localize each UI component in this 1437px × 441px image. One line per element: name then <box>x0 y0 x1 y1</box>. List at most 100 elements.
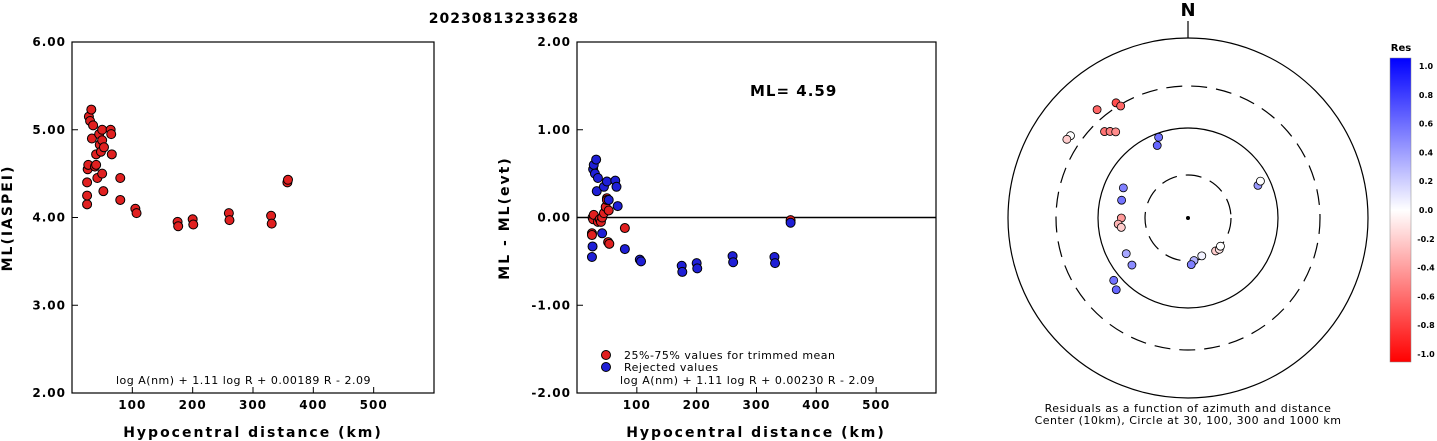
rejected-point <box>770 258 781 269</box>
retained-point <box>604 238 615 249</box>
station-point <box>1092 105 1102 115</box>
rejected-point <box>603 194 614 205</box>
y-tick-label: 1.00 <box>537 123 571 137</box>
colorbar-title: Res <box>1391 43 1411 54</box>
rejected-point <box>692 263 703 274</box>
colorbar-tick-label: -0.8 <box>1417 321 1435 330</box>
y-tick-label: 2.00 <box>32 386 66 400</box>
x-tick-label: 400 <box>802 398 830 412</box>
panel1-formula: log A(nm) + 1.11 log R + 0.00189 R - 2.0… <box>116 374 371 387</box>
ring-300km <box>1055 85 1321 351</box>
station-point <box>1118 183 1128 193</box>
station-point <box>1154 132 1164 142</box>
panel1-points <box>82 104 293 232</box>
data-point <box>98 142 109 153</box>
rejected-point <box>592 173 603 184</box>
data-point <box>86 104 97 115</box>
colorbar-tick-label: -0.4 <box>1417 264 1435 273</box>
panel1-xlabel: Hypocentral distance (km) <box>123 425 383 441</box>
residual-distance-panel: 100 200 300 400 500 -2.00 -1.00 0.00 1.00 2.00 Hy… <box>497 35 937 441</box>
colorbar-tick-label: -0.2 <box>1417 235 1435 244</box>
legend-retained-marker <box>601 350 611 360</box>
y-tick-label: -2.00 <box>531 386 571 400</box>
x-tick-label: 200 <box>683 398 711 412</box>
legend-rejected-label: Rejected values <box>624 361 719 374</box>
y-tick-label: 4.00 <box>32 211 66 225</box>
panel2-formula: log A(nm) + 1.11 log R + 0.00230 R - 2.0… <box>620 374 875 387</box>
y-tick-label: 5.00 <box>32 123 66 137</box>
rejected-point <box>785 217 796 228</box>
data-point <box>86 133 97 144</box>
epicenter-dot <box>1186 216 1190 220</box>
colorbar-tick-label: -1.0 <box>1417 350 1435 359</box>
colorbar-tick-label: -0.6 <box>1417 292 1435 301</box>
station-point <box>1152 141 1162 150</box>
rejected-point <box>611 181 622 192</box>
ring-30km <box>1144 174 1232 262</box>
azimuth-points <box>1062 98 1265 295</box>
azimuth-panel: N Residuals as a function of azimuth and… <box>1007 0 1369 427</box>
rejected-point <box>591 154 602 165</box>
data-point <box>224 215 235 226</box>
station-point <box>1121 249 1131 259</box>
x-tick-label: 500 <box>360 398 388 412</box>
y-tick-label: 6.00 <box>32 35 66 49</box>
data-point <box>282 174 293 185</box>
panel2-axis-ticks: 100 200 300 400 500 -2.00 -1.00 0.00 1.00 2.00 <box>531 35 889 412</box>
rejected-point <box>601 176 612 187</box>
data-point <box>266 218 277 229</box>
rejected-point <box>677 266 688 277</box>
ring-1000km <box>1007 37 1369 399</box>
colorbar-tick-label: 0.4 <box>1419 148 1434 157</box>
colorbar: Res 1.0 0.8 0.6 0.4 0.2 0.0 -0.2 -0.4 -0.6 -0.8 -1… <box>1389 43 1435 363</box>
colorbar-tick-label: 0.2 <box>1419 177 1433 186</box>
rejected-point <box>586 251 597 262</box>
rejected-point <box>728 257 739 268</box>
ml-annotation: ML= 4.59 <box>750 82 837 100</box>
y-tick-label: 3.00 <box>32 298 66 312</box>
x-tick-label: 200 <box>179 398 207 412</box>
data-point <box>82 199 93 210</box>
data-point <box>173 221 184 232</box>
data-point <box>106 129 117 140</box>
colorbar-tick-label: 0.8 <box>1419 91 1434 100</box>
colorbar-ticks: 1.0 0.8 0.6 0.4 0.2 0.0 -0.2 -0.4 -0.6 -0.8 -1.0 <box>1417 62 1435 359</box>
ml-distance-panel: 100 200 300 400 500 2.00 3.00 4.00 5.00 6.00 Hypo… <box>0 35 435 441</box>
panel1-axis-ticks: 100 200 300 400 500 2.00 3.00 4.00 5.00 6.00 <box>32 35 388 412</box>
station-point <box>1116 101 1126 111</box>
data-point <box>82 177 93 188</box>
data-point <box>115 194 126 205</box>
panel1-ylabel: ML(IASPEI) <box>0 165 16 272</box>
rejected-point <box>597 228 608 239</box>
panel1-frame <box>71 41 435 394</box>
data-point <box>82 190 93 201</box>
x-tick-label: 100 <box>118 398 146 412</box>
data-point <box>97 168 108 179</box>
data-point <box>97 124 108 135</box>
colorbar-tick-label: 0.6 <box>1419 120 1434 129</box>
data-point <box>88 120 99 131</box>
station-point <box>1109 275 1119 285</box>
caption-line2: Center (10km), Circle at 30, 100, 300 an… <box>1035 414 1342 427</box>
colorbar-tick-label: 1.0 <box>1419 62 1434 71</box>
x-tick-label: 400 <box>299 398 327 412</box>
colorbar-gradient <box>1389 57 1412 363</box>
data-point <box>131 208 142 219</box>
rejected-point <box>636 256 647 267</box>
station-point <box>1216 241 1225 251</box>
north-label: N <box>1180 0 1195 21</box>
ring-100km <box>1097 127 1279 309</box>
legend: 25%-75% values for trimmed mean Rejected… <box>601 349 835 374</box>
data-point <box>188 219 199 230</box>
station-point <box>1127 260 1137 270</box>
x-tick-label: 100 <box>623 398 651 412</box>
station-point <box>1186 260 1196 270</box>
station-point <box>1256 176 1265 186</box>
retained-point <box>603 205 614 216</box>
rejected-point <box>591 186 602 197</box>
rejected-point <box>619 244 630 255</box>
data-point <box>106 149 117 160</box>
station-point <box>1062 134 1072 144</box>
colorbar-tick-label: 0.0 <box>1419 206 1434 215</box>
